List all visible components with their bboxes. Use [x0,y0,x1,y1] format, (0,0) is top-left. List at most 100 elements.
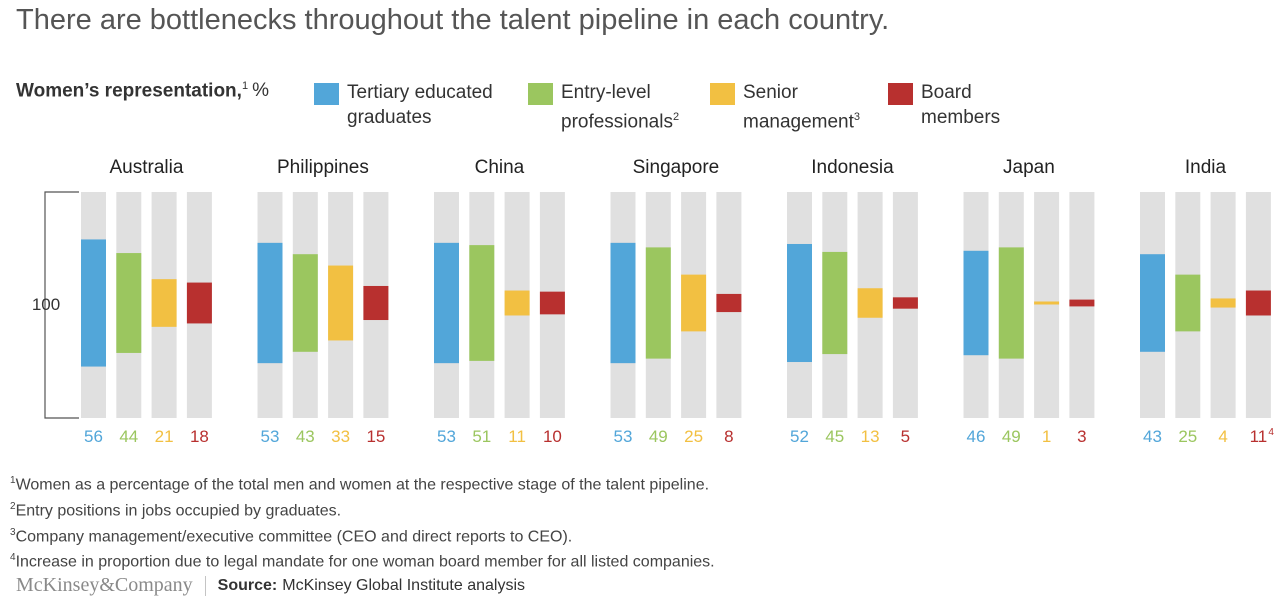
footnote-1: 1Women as a percentage of the total men … [10,470,715,496]
footer: McKinsey&Company Source: McKinsey Global… [16,574,525,597]
scale-bracket [44,191,79,419]
legend-swatch-senior [710,83,735,105]
value-label-china-3: 10 [543,427,562,446]
scale-label: 100 [32,295,60,314]
bar-china-1 [469,245,495,361]
bar-indonesia-1 [822,251,848,355]
legend-text-senior: Senior management3 [743,80,860,134]
footnote-3-marker: 3 [10,526,16,538]
value-label-japan-0: 46 [967,427,986,446]
bar-china-0 [434,242,459,364]
value-label-philippines-0: 53 [261,427,280,446]
legend-line2-board: members [921,107,1001,128]
value-label-singapore-2: 25 [684,427,703,446]
legend-swatch-board [888,83,913,105]
country-label-singapore: Singapore [633,157,720,178]
legend-footnote-senior: 3 [853,111,861,123]
footnote-2: 2Entry positions in jobs occupied by gra… [10,496,715,522]
legend-swatch-tertiary [314,83,339,105]
bar-indonesia-3 [892,297,918,309]
bar-japan-1 [998,247,1024,359]
value-label-philippines-1: 43 [296,427,315,446]
value-label-india-2: 4 [1218,427,1227,446]
footnote-2-marker: 2 [10,500,16,512]
bar-india-0 [1140,254,1165,352]
bar-australia-3 [186,282,212,324]
representation-unit: % [252,80,269,102]
bar-australia-0 [81,239,106,367]
bar-singapore-3 [716,293,742,313]
value-label-philippines-3: 15 [366,427,385,446]
legend-line1-senior: Senior [743,82,798,103]
bar-philippines-2 [328,265,354,341]
country-label-india: India [1185,157,1227,178]
bar-japan-0 [963,250,989,356]
country-label-australia: Australia [109,157,183,178]
value-label-indonesia-2: 13 [861,427,880,446]
footnote-4-marker: 4 [10,552,16,564]
legend-line1-board: Board [921,82,972,103]
value-label-indonesia-1: 45 [825,427,844,446]
value-label-india-0: 43 [1143,427,1162,446]
representation-footnote-marker: 1 [241,80,249,92]
legend-footnote-entry: 2 [672,111,680,123]
footnote-1-marker: 1 [10,475,16,486]
bar-philippines-1 [292,254,318,352]
value-label-indonesia-0: 52 [790,427,809,446]
bar-china-3 [539,291,565,315]
value-label-china-2: 11 [508,427,526,446]
footnote-2-text: Entry positions in jobs occupied by grad… [15,502,342,520]
bar-indonesia-2 [857,288,883,318]
value-label-china-0: 53 [437,427,456,446]
bar-india-3 [1245,290,1271,316]
bar-singapore-2 [681,274,707,332]
bar-japan-3 [1069,299,1095,307]
bar-track-japan-2 [1034,192,1060,418]
value-label-singapore-1: 49 [649,427,668,446]
footnote-4-text: Increase in proportion due to legal mand… [15,553,715,571]
value-label-philippines-2: 33 [331,427,350,446]
legend-line1-tertiary: Tertiary educated [347,82,493,103]
mckinsey-logo: McKinsey&Company [16,574,193,596]
bar-philippines-0 [257,242,283,364]
value-label-japan-2: 1 [1042,427,1051,446]
chart-title: There are bottlenecks throughout the tal… [16,4,890,36]
bar-india-2 [1210,298,1236,308]
value-label-singapore-3: 8 [724,427,733,446]
value-label-india-3: 11 [1250,427,1268,446]
footer-divider [204,575,206,596]
legend-text-board: Board members [921,80,1000,130]
representation-label-text: Women’s representation, [16,80,242,102]
value-label-china-1: 51 [472,427,491,446]
bar-australia-1 [116,253,142,353]
legend-line2-entry: professionals [561,111,673,133]
legend-line2-tertiary: graduates [347,107,432,128]
footnote-3: 3Company management/executive committee … [10,522,715,548]
bar-india-1 [1175,274,1201,332]
legend-line1-entry: Entry-level [561,82,651,103]
country-label-indonesia: Indonesia [811,157,894,178]
country-label-china: China [475,157,525,178]
value-label-japan-3: 3 [1077,427,1086,446]
value-label-australia-0: 56 [84,427,103,446]
footnote-3-text: Company management/executive committee (… [15,527,573,545]
source-text: McKinsey Global Institute analysis [282,576,526,594]
value-label-singapore-0: 53 [614,427,633,446]
bar-china-2 [504,290,530,316]
bar-singapore-0 [610,242,636,364]
legend-text-entry: Entry-level professionals2 [561,80,679,134]
footnotes: 1Women as a percentage of the total men … [10,470,715,573]
value-label-indonesia-3: 5 [901,427,910,446]
bar-indonesia-0 [787,243,812,363]
country-label-japan: Japan [1003,157,1055,178]
bar-australia-2 [151,279,177,327]
legend-swatch-entry [528,83,553,105]
value-label-japan-1: 49 [1002,427,1021,446]
value-label-australia-1: 44 [119,427,138,446]
country-label-philippines: Philippines [277,157,369,178]
source-label: Source: [217,576,278,594]
legend-line2-senior: management [743,111,854,133]
footnote-4: 4Increase in proportion due to legal man… [10,547,715,573]
footnote-1-text: Women as a percentage of the total men a… [15,476,710,494]
